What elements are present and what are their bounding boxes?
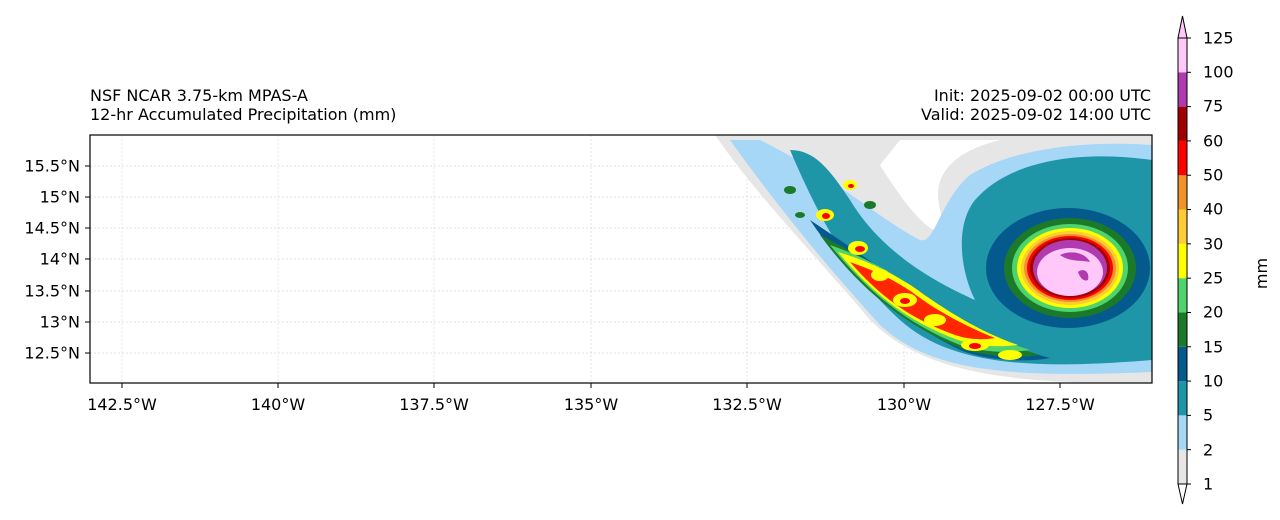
- colorbar-tick-label: 60: [1203, 131, 1224, 151]
- colorbar-tick-label: 40: [1203, 199, 1224, 219]
- lon-label: 142.5°W: [87, 395, 157, 414]
- lon-label: 137.5°W: [399, 395, 469, 414]
- colorbar-min-extension: [1177, 483, 1188, 505]
- colorbar-tick-label: 100: [1203, 62, 1234, 82]
- colorbar-tick-label: 25: [1203, 268, 1224, 288]
- colorbar-segment: [1178, 72, 1187, 107]
- lon-label: 127.5°W: [1025, 395, 1095, 414]
- lat-label: 12.5°N: [24, 343, 80, 363]
- colorbar-segment: [1178, 209, 1187, 244]
- colorbar-tick-label: 10: [1203, 371, 1224, 391]
- lon-label: 140°W: [250, 395, 306, 414]
- colorbar-tick-label: 75: [1203, 96, 1224, 116]
- colorbar-frame: [1177, 37, 1188, 485]
- lat-label: 14.5°N: [24, 218, 80, 238]
- map-title-right: Init: 2025-09-02 00:00 UTC Valid: 2025-0…: [921, 86, 1151, 124]
- colorbar-segment: [1178, 415, 1187, 450]
- colorbar-segment: [1178, 312, 1187, 347]
- map-title-left: NSF NCAR 3.75-km MPAS-A 12-hr Accumulate…: [90, 86, 396, 124]
- colorbar-tick-label: 30: [1203, 234, 1224, 254]
- colorbar-tick-label: 20: [1203, 302, 1224, 322]
- colorbar-tick-label: 2: [1203, 440, 1214, 460]
- lon-label: 130°W: [876, 395, 932, 414]
- lat-label: 15°N: [39, 187, 80, 207]
- model-title: NSF NCAR 3.75-km MPAS-A: [90, 86, 308, 105]
- colorbar-max-extension: [1177, 15, 1188, 39]
- field-title: 12-hr Accumulated Precipitation (mm): [90, 105, 397, 124]
- lat-label: 14°N: [39, 249, 80, 269]
- colorbar-label: mm: [1252, 257, 1272, 290]
- lat-label: 13.5°N: [24, 281, 80, 301]
- lat-label: 15.5°N: [24, 156, 80, 176]
- colorbar-segment: [1178, 38, 1187, 73]
- colorbar-segment: [1178, 278, 1187, 313]
- lon-label: 135°W: [563, 395, 619, 414]
- colorbar-segment: [1178, 381, 1187, 416]
- axis-ticks: [85, 165, 1061, 388]
- colorbar-tick-label: 5: [1203, 405, 1214, 425]
- colorbar-tick-label: 15: [1203, 337, 1224, 357]
- init-time: Init: 2025-09-02 00:00 UTC: [933, 86, 1151, 105]
- colorbar-segment: [1178, 175, 1187, 210]
- colorbar-tick-label: 1: [1203, 474, 1214, 494]
- lat-label: 13°N: [39, 312, 80, 332]
- valid-time: Valid: 2025-09-02 14:00 UTC: [920, 105, 1151, 124]
- colorbar-tick-label: 50: [1203, 165, 1224, 185]
- precipitation-field: [715, 135, 1152, 383]
- colorbar-segment: [1178, 449, 1187, 484]
- colorbar-segment: [1178, 243, 1187, 279]
- colorbar-tick-label: 125: [1203, 28, 1234, 48]
- map-panel: [85, 134, 1153, 388]
- colorbar-segment: [1178, 346, 1187, 382]
- lon-label: 132.5°W: [712, 395, 782, 414]
- colorbar-segment: [1178, 140, 1187, 176]
- colorbar-segment: [1178, 106, 1187, 141]
- colorbar: [1177, 15, 1191, 505]
